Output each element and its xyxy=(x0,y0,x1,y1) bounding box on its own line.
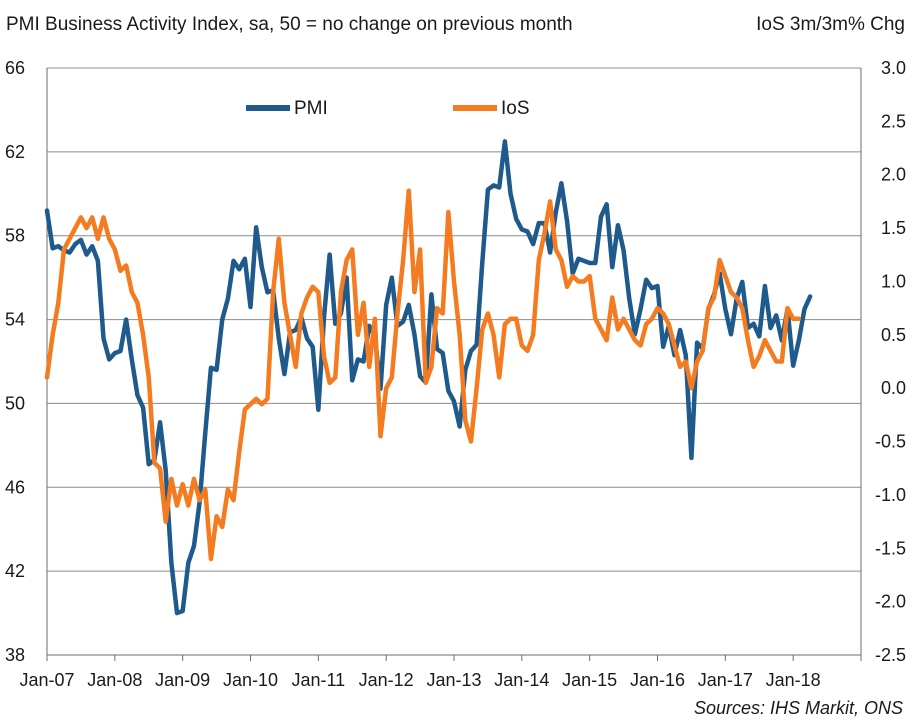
y-right-tick-label: -2.0 xyxy=(875,592,906,612)
y-right-tick-label: 2.5 xyxy=(881,111,906,131)
y-left-tick-label: 46 xyxy=(5,477,25,497)
y-right-tick-label: 1.5 xyxy=(881,218,906,238)
x-tick-label: Jan-09 xyxy=(155,670,210,690)
x-tick-label: Jan-17 xyxy=(698,670,753,690)
y-right-tick-label: 1.0 xyxy=(881,271,906,291)
x-tick-label: Jan-07 xyxy=(19,670,74,690)
x-tick-label: Jan-16 xyxy=(630,670,685,690)
y-right-tick-label: -1.5 xyxy=(875,538,906,558)
x-tick-label: Jan-14 xyxy=(494,670,549,690)
legend-label-ios: IoS xyxy=(501,98,530,119)
series-lines xyxy=(44,139,813,616)
y-left-tick-label: 62 xyxy=(5,142,25,162)
series-line-pmi xyxy=(44,139,813,616)
legend: PMI IoS xyxy=(246,98,530,119)
axes: 66 62 58 54 50 46 42 38 3.0 2.5 2.0 1.5 1.0 0.5 0.0 -0.… xyxy=(5,58,906,690)
x-tick-label: Jan-18 xyxy=(766,670,821,690)
y-right-tick-label: 0.0 xyxy=(881,378,906,398)
legend-label-pmi: PMI xyxy=(294,98,328,119)
y-left-tick-label: 54 xyxy=(5,310,25,330)
y-right-tick-label: 3.0 xyxy=(881,58,906,78)
x-tick-label: Jan-12 xyxy=(359,670,414,690)
x-tick-label: Jan-15 xyxy=(562,670,617,690)
series-line-ios xyxy=(44,188,802,562)
x-tick-label: Jan-08 xyxy=(87,670,142,690)
x-tick-label: Jan-13 xyxy=(426,670,481,690)
y-right-tick-label: 0.5 xyxy=(881,325,906,345)
y-left-tick-label: 38 xyxy=(5,645,25,665)
y-left-tick-label: 42 xyxy=(5,561,25,581)
y-left-tick-label: 50 xyxy=(5,393,25,413)
source-note: Sources: IHS Markit, ONS xyxy=(694,698,903,718)
y-left-tick-label: 58 xyxy=(5,226,25,246)
y-right-tick-label: -2.5 xyxy=(875,645,906,665)
x-tick-label: Jan-10 xyxy=(223,670,278,690)
y-right-tick-label: -1.0 xyxy=(875,485,906,505)
chart-title: PMI Business Activity Index, sa, 50 = no… xyxy=(6,14,573,35)
x-tick-label: Jan-11 xyxy=(291,670,345,690)
y-left-tick-label: 66 xyxy=(5,58,25,78)
y-right-tick-label: 2.0 xyxy=(881,165,906,185)
right-axis-title: IoS 3m/3m% Chg xyxy=(756,14,905,35)
y-right-tick-label: -0.5 xyxy=(875,432,906,452)
